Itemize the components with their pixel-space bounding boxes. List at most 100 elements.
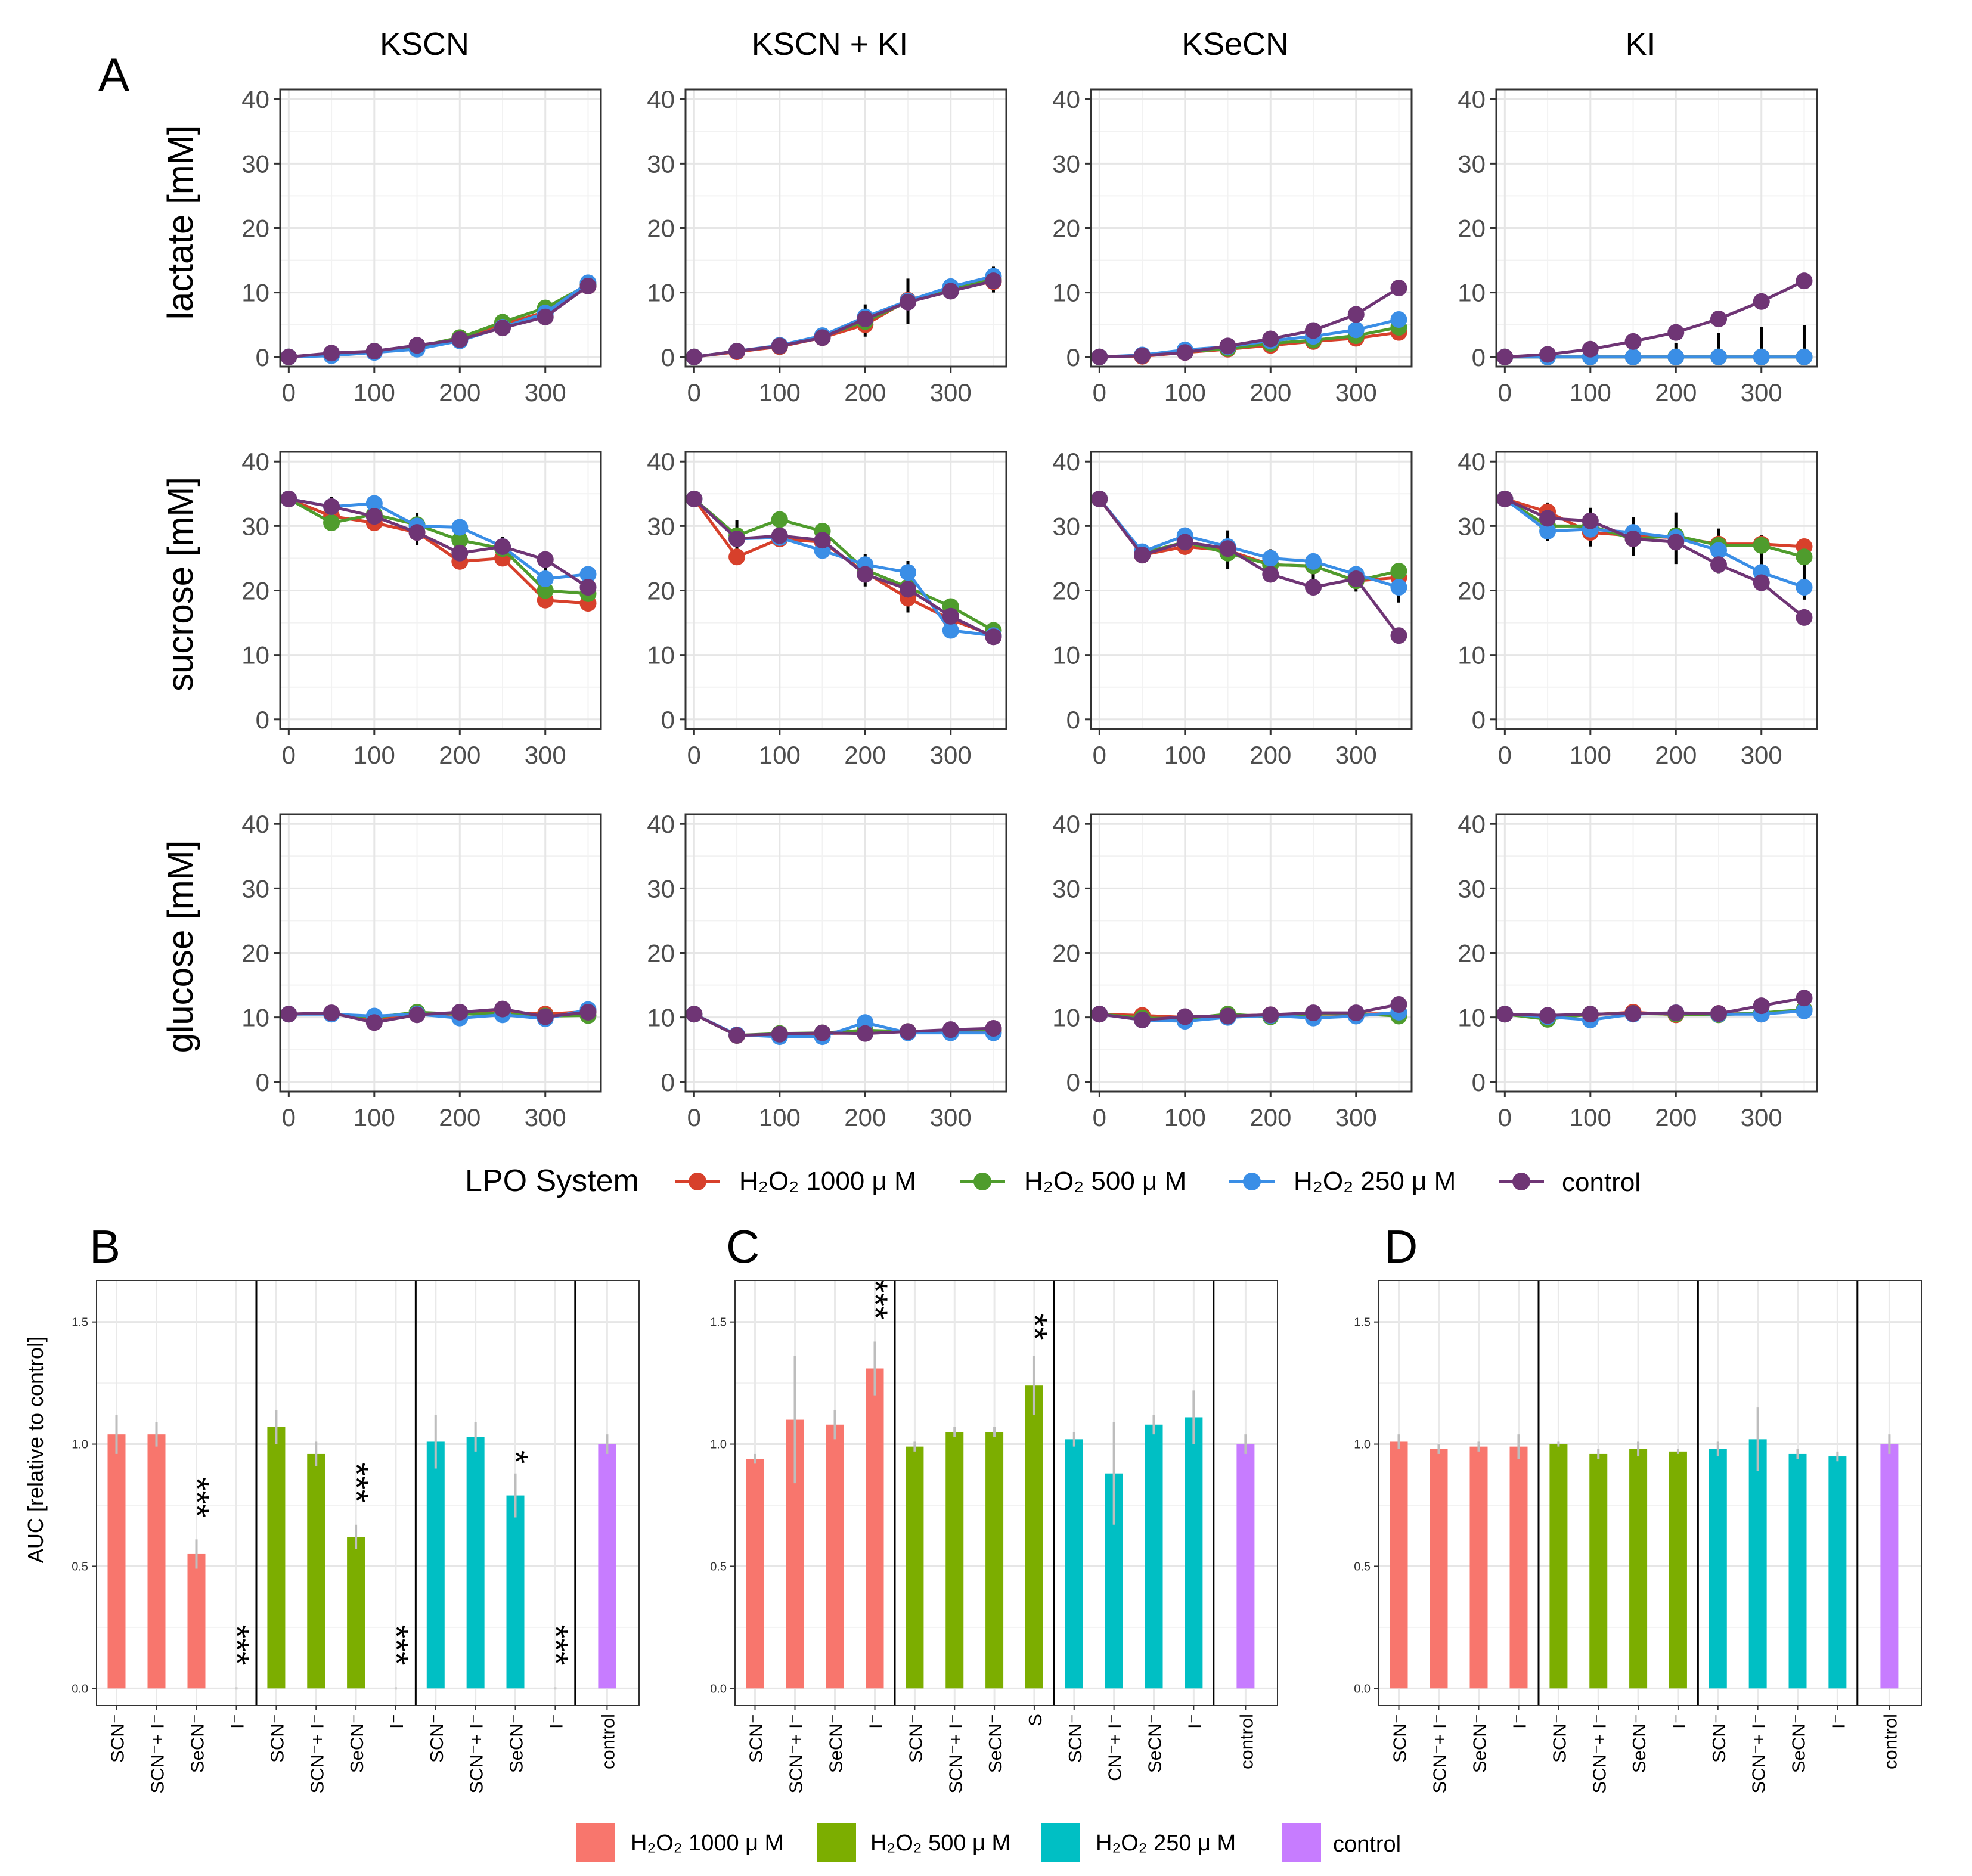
x-tick-label: 200 <box>1249 1103 1291 1131</box>
column-title-ksecn: KSeCN <box>1182 26 1289 62</box>
y-tick-label: 40 <box>241 85 269 113</box>
data-point-control <box>1134 547 1151 564</box>
x-tick-label: 0 <box>1093 741 1106 769</box>
data-point-control <box>408 524 426 541</box>
panel-border <box>1495 88 1818 368</box>
x-category-label: CN⁻+ I⁻ <box>1105 1714 1125 1781</box>
bar-h2o2-1000 <box>866 1368 884 1689</box>
bar-legend-swatch-h2o2-500 <box>817 1823 856 1862</box>
x-category-label: SCN⁻+ I⁻ <box>306 1714 327 1794</box>
bar-h2o2-250 <box>1065 1439 1083 1689</box>
data-point-h2o2-250 <box>1667 348 1685 365</box>
y-tick-label: 20 <box>1052 577 1080 605</box>
data-point-control <box>1496 490 1514 507</box>
y-tick-label: 0 <box>256 1068 269 1096</box>
data-point-control <box>1624 530 1642 547</box>
x-category-label: SCN⁻+ I⁻ <box>147 1714 168 1794</box>
x-tick-label: 300 <box>525 379 566 407</box>
data-point-control <box>728 530 746 547</box>
y-tick-label: 0.5 <box>1354 1560 1371 1573</box>
data-point-control <box>1582 512 1599 529</box>
x-tick-label: 100 <box>354 741 395 769</box>
plot-background <box>97 1280 639 1706</box>
y-tick-label: 20 <box>1458 577 1486 605</box>
data-point-control <box>1219 337 1236 355</box>
bar-h2o2-500 <box>1025 1385 1043 1689</box>
panel-border <box>1495 451 1818 730</box>
data-point-control <box>1496 1006 1514 1023</box>
x-tick-label: 300 <box>525 741 566 769</box>
x-category-label: SCN⁻+ I⁻ <box>1429 1714 1450 1794</box>
y-tick-label: 10 <box>241 1004 269 1032</box>
x-category-label: I⁻ <box>1509 1714 1530 1729</box>
data-point-control <box>1667 534 1685 551</box>
x-tick-label: 100 <box>759 379 801 407</box>
x-tick-label: 300 <box>1741 741 1782 769</box>
data-point-h2o2-250 <box>365 495 383 512</box>
y-tick-label: 20 <box>241 939 269 968</box>
line-legend-key-dot <box>689 1173 706 1190</box>
bar-h2o2-500 <box>945 1432 964 1689</box>
data-point-h2o2-250 <box>1710 348 1728 365</box>
data-point-h2o2-500 <box>1753 537 1770 554</box>
x-category-label: SeCN⁻ <box>1788 1714 1809 1773</box>
y-tick-label: 10 <box>1052 279 1080 307</box>
x-tick-label: 300 <box>1741 379 1782 407</box>
data-point-h2o2-1000 <box>728 548 746 566</box>
x-category-label: I⁻ <box>1184 1714 1205 1729</box>
x-category-label: SCN⁻ <box>107 1714 128 1763</box>
y-tick-label: 30 <box>1052 150 1080 178</box>
data-point-control <box>537 1008 554 1025</box>
x-tick-label: 200 <box>844 379 886 407</box>
x-tick-label: 100 <box>759 1103 801 1131</box>
x-category-label: I⁻ <box>227 1714 247 1729</box>
data-point-control <box>1753 997 1770 1015</box>
column-title-kscn: KSCN <box>380 26 469 62</box>
y-tick-label: 0 <box>1472 706 1486 734</box>
bar-legend: H₂O₂ 1000 μ M H₂O₂ 500 μ M H₂O₂ 250 μ M … <box>576 1823 1401 1862</box>
x-tick-label: 0 <box>282 379 296 407</box>
x-tick-label: 200 <box>1655 741 1697 769</box>
y-tick-label: 1.5 <box>1354 1316 1371 1329</box>
panel-border <box>279 451 602 730</box>
x-tick-label: 300 <box>1335 1103 1377 1131</box>
data-point-control <box>771 527 788 544</box>
x-tick-label: 200 <box>439 741 480 769</box>
bar-h2o2-500 <box>347 1537 365 1689</box>
x-category-label: I⁻ <box>545 1714 566 1729</box>
column-title-ki: KI <box>1625 26 1655 62</box>
y-tick-label: 30 <box>1052 512 1080 540</box>
data-point-control <box>451 544 469 562</box>
x-tick-label: 300 <box>930 379 972 407</box>
line-legend-key-h2o2-500: H₂O₂ 500 μ M <box>960 1167 1186 1196</box>
data-point-control <box>365 508 383 525</box>
data-point-h2o2-250 <box>579 566 597 583</box>
x-tick-label: 200 <box>1655 379 1697 407</box>
data-point-control <box>1390 996 1407 1013</box>
y-tick-label: 10 <box>647 1004 675 1032</box>
data-point-control <box>1176 534 1193 551</box>
x-tick-label: 200 <box>439 1103 480 1131</box>
data-point-control <box>323 498 340 515</box>
y-tick-label: 30 <box>1052 875 1080 903</box>
panel-border <box>1090 451 1413 730</box>
y-tick-label: 10 <box>647 279 675 307</box>
line-panel-glucose-kscn-ki: 0 10 20 30 40 0 100 200 300 <box>647 810 1007 1131</box>
data-point-control <box>280 490 297 507</box>
data-point-control <box>814 532 831 549</box>
column-title-kscn-ki: KSCN + KI <box>752 26 909 62</box>
x-tick-label: 0 <box>687 379 701 407</box>
bar-h2o2-250 <box>466 1437 485 1689</box>
x-tick-label: 100 <box>354 1103 395 1131</box>
x-category-label: SCN⁻ <box>426 1714 447 1763</box>
y-tick-label: 20 <box>647 215 675 243</box>
x-tick-label: 300 <box>1335 741 1377 769</box>
y-tick-label: 20 <box>241 577 269 605</box>
bar-h2o2-1000 <box>147 1434 166 1689</box>
data-point-control <box>323 345 340 362</box>
bar-h2o2-1000 <box>1509 1446 1528 1689</box>
y-tick-label: 0 <box>1066 706 1080 734</box>
data-point-h2o2-250 <box>1624 348 1642 365</box>
data-point-h2o2-250 <box>1796 1002 1813 1019</box>
